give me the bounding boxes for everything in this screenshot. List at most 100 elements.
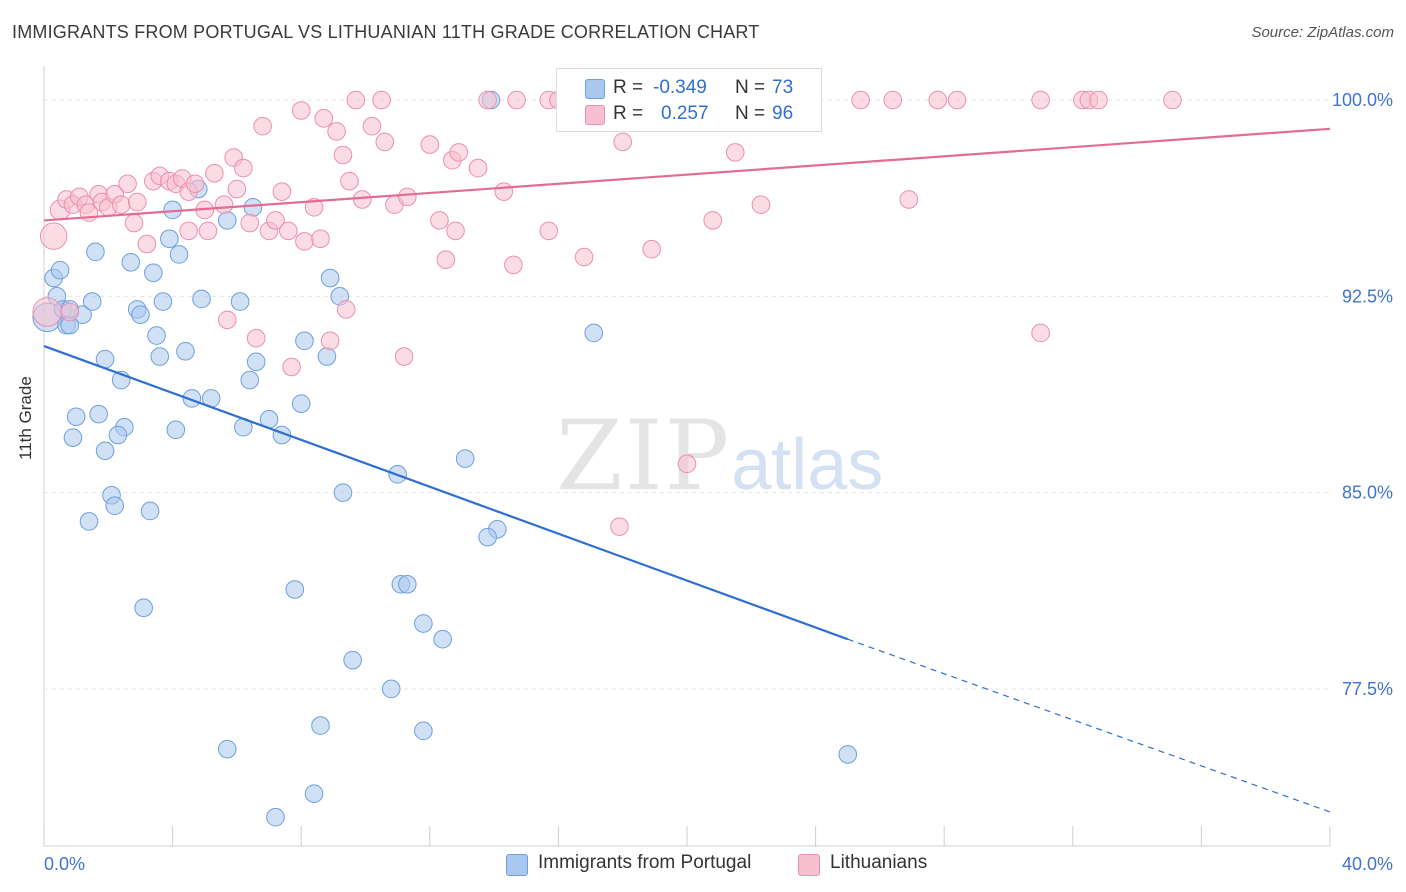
trend-line-pink [43,127,1331,222]
data-point-pink [205,164,224,183]
data-point-pink [468,158,488,178]
data-point-pink [507,90,526,110]
legend-swatch-pink [585,105,605,125]
data-point-pink [295,232,314,251]
data-point-pink [677,454,697,474]
legend-r-label: R = [613,77,644,98]
data-point-blue [217,211,237,230]
data-point-blue [317,347,337,366]
data-point-pink [179,221,198,241]
data-point-pink [127,192,147,212]
data-point-blue [50,260,70,280]
legend-swatch-blue [585,79,605,99]
legend-row-pink: R = 0.257 N = 96 [557,103,821,127]
data-point-blue [121,253,141,272]
chart-title: IMMIGRANTS FROM PORTUGAL VS LITHUANIAN 1… [12,22,760,42]
data-point-blue [140,501,160,521]
data-point-pink [314,109,334,128]
bottom-legend-label-blue: Immigrants from Portugal [538,852,752,873]
data-point-pink [333,145,353,165]
data-point-pink [539,221,559,241]
data-point-pink [185,174,205,194]
data-point-pink [372,90,391,110]
data-point-blue [160,229,179,249]
data-point-pink [227,179,247,199]
data-point-blue [79,512,99,531]
y-tick-label: 77.5% [1342,679,1393,699]
data-point-pink [311,229,330,249]
data-point-pink [304,198,324,217]
data-point-pink [928,90,948,110]
data-point-blue [838,745,858,764]
data-point-blue [414,721,433,741]
data-point-blue [147,326,166,345]
data-point-pink [272,182,292,201]
data-point-blue [240,370,260,390]
source-label: Source: ZipAtlas.com [1251,24,1394,41]
data-point-blue [144,263,163,283]
data-point-blue [246,352,266,372]
data-point-pink [240,213,260,233]
data-point-blue [82,292,102,311]
data-point-blue [397,574,417,594]
data-point-pink [446,221,465,241]
y-axis-label: 11th Grade [16,376,35,460]
data-point-pink [420,135,440,154]
data-point-blue [153,292,173,311]
data-point-blue [134,598,153,618]
data-point-blue [304,784,324,803]
data-point-pink [346,90,366,110]
data-point-pink [60,302,80,322]
data-point-pink [610,517,629,536]
data-point-pink [198,221,218,241]
legend-n-value: 73 [772,77,794,98]
data-point-pink [362,116,382,136]
data-point-blue [455,449,475,468]
data-point-blue [320,268,340,288]
legend-r-value: 0.257 [661,103,709,124]
trend-line-blue [43,345,849,641]
legend-n-label: N = [735,103,766,124]
data-point-pink [336,300,356,319]
bottom-legend-label-pink: Lithuanians [830,852,928,873]
data-point-pink [397,187,417,207]
data-point-pink [340,171,359,191]
data-point-pink [449,143,469,162]
data-point-pink [574,247,594,267]
data-point-blue [169,245,189,264]
legend-r-label: R = [613,103,644,124]
data-point-pink [214,195,234,215]
data-point-blue [584,323,604,343]
data-point-blue [266,807,285,827]
data-point-pink [436,250,456,269]
x-tick-label: 0.0% [44,854,85,874]
legend-n-label: N = [735,77,766,98]
data-point-pink [883,90,903,110]
legend-r-value: -0.349 [653,77,707,98]
data-point-blue [131,305,150,324]
data-point-blue [89,404,108,424]
data-point-pink [494,182,514,201]
data-point-blue [95,441,115,461]
bottom-legend-swatch-pink [798,854,820,876]
data-point-blue [166,420,186,440]
data-point-blue [192,289,211,309]
data-point-pink [1163,90,1182,110]
data-point-blue [108,425,128,445]
data-point-pink [291,101,311,120]
data-point-blue [105,496,125,516]
data-point-pink [282,357,301,377]
trend-line-extension-blue [847,638,1331,813]
data-point-pink [642,239,661,259]
data-point-pink [725,143,745,162]
data-point-pink [279,221,298,241]
y-tick-label: 85.0% [1342,483,1393,503]
data-point-blue [63,428,83,447]
data-point-pink [137,234,157,254]
data-point-pink [124,213,144,233]
stats-legend: R = -0.349 N = 73 R = 0.257 N = 96 [556,68,822,132]
data-point-pink [751,195,771,215]
data-point-blue [295,331,314,351]
bottom-legend-swatch-blue [506,854,528,876]
